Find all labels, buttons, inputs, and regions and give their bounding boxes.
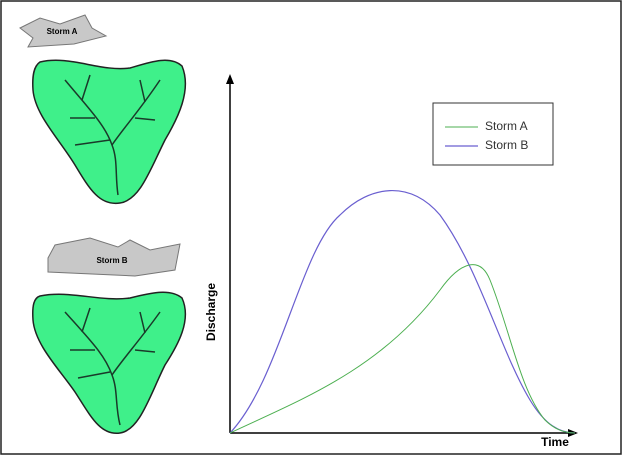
y-axis-label: Discharge — [204, 283, 218, 341]
storm-label: Storm B — [96, 256, 127, 265]
x-axis-label: Time — [541, 435, 569, 449]
legend-label: Storm B — [485, 138, 528, 152]
legend-box — [433, 103, 553, 165]
storm-label: Storm A — [47, 27, 78, 36]
legend-label: Storm A — [485, 119, 528, 133]
legend: Storm A Storm B — [433, 103, 553, 165]
page: Storm A Storm B — [0, 0, 622, 455]
